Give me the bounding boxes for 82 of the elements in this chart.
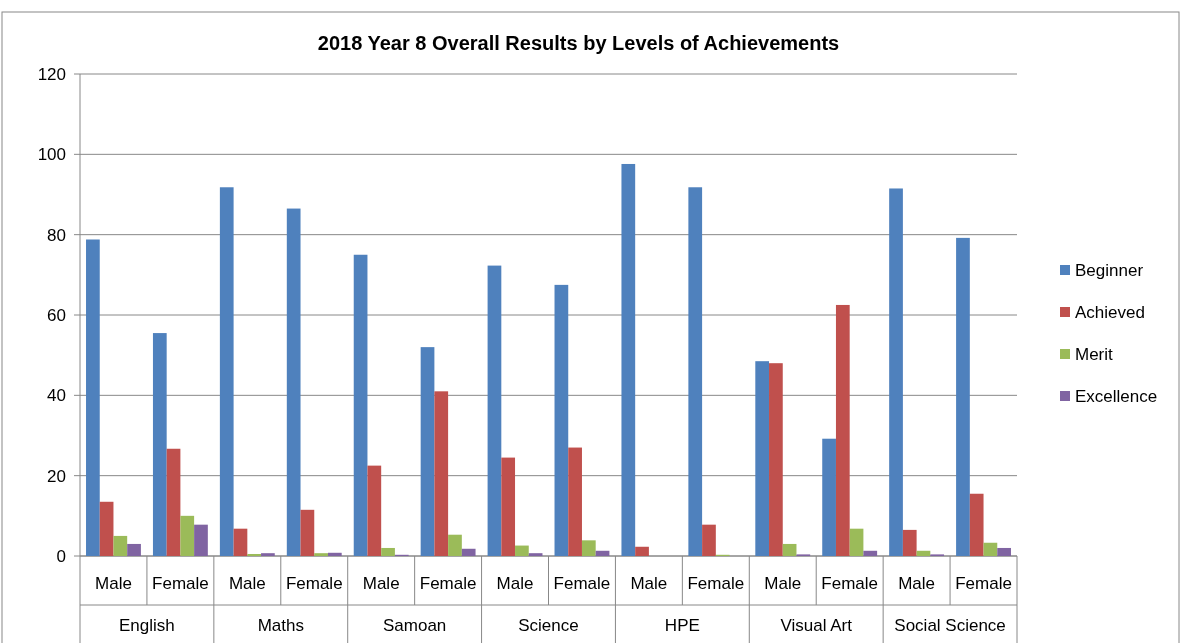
y-tick-label: 100 [37, 145, 66, 165]
bar [314, 553, 328, 556]
text: Maths [257, 615, 304, 635]
text: Samoan [382, 615, 447, 635]
text: Science [518, 615, 579, 635]
legend-label: Achieved [1075, 302, 1145, 322]
bar [983, 542, 998, 556]
chart-title: 2018 Year 8 Overall Results by Levels of Achievements [317, 32, 840, 54]
x-tick-label: Male [898, 573, 936, 593]
x-tick-label: Male [630, 573, 668, 593]
x-tick-label: Female [553, 573, 611, 593]
bar [367, 465, 382, 556]
bar [581, 540, 596, 556]
bar [635, 546, 649, 556]
bar [769, 363, 783, 556]
bar [849, 528, 864, 556]
x-tick-label: Male [95, 573, 132, 593]
bar [381, 547, 395, 556]
bar [127, 543, 141, 556]
bar [782, 543, 797, 556]
bar [528, 553, 543, 556]
bar [755, 361, 770, 556]
x-tick-label: Female [955, 573, 1012, 593]
text: Visual Art [780, 615, 853, 635]
bar [261, 553, 275, 556]
bar [86, 239, 100, 556]
bar [233, 528, 248, 556]
legend-label: Merit [1075, 344, 1114, 364]
bar [822, 438, 836, 556]
text: HPE [664, 615, 700, 635]
y-tick-label: 40 [47, 386, 66, 406]
bar [956, 237, 970, 556]
x-tick-label: Male [362, 573, 400, 593]
bar [99, 501, 114, 556]
x-tick-label: Female [152, 573, 209, 593]
y-tick-label: 80 [47, 225, 66, 245]
bar [353, 254, 368, 556]
bar [501, 457, 516, 556]
bar [969, 493, 984, 556]
text: English [119, 615, 175, 635]
bar [448, 534, 462, 556]
bar [113, 535, 128, 556]
bar [420, 347, 435, 556]
legend-label: Excellence [1075, 386, 1158, 406]
x-tick-label: Male [764, 573, 802, 593]
y-tick-label: 60 [47, 305, 66, 325]
y-tick-label: 0 [56, 546, 66, 566]
x-tick-label: Female [419, 573, 477, 593]
bar [461, 548, 476, 556]
y-tick-label: 20 [47, 466, 66, 486]
bar [327, 552, 342, 556]
bar [166, 448, 181, 556]
bar [152, 333, 167, 556]
bar [916, 550, 931, 556]
bar [702, 524, 716, 556]
bar [688, 187, 703, 556]
bar [180, 515, 195, 556]
x-tick-label: Female [821, 573, 879, 593]
x-tick-label: Female [687, 573, 745, 593]
bar [554, 284, 569, 556]
bar [997, 547, 1011, 556]
bar [434, 391, 449, 556]
bar [487, 265, 502, 556]
bar [902, 529, 917, 556]
bar [219, 187, 234, 556]
bar [568, 447, 582, 556]
bar [863, 550, 878, 556]
bar [621, 163, 636, 556]
bar [300, 509, 315, 556]
x-tick-label: Male [228, 573, 266, 593]
bar [286, 208, 301, 556]
bar [515, 545, 529, 556]
bar [889, 188, 903, 556]
x-tick-label: Male [496, 573, 534, 593]
bar [194, 524, 208, 556]
x-tick-label: Female [285, 573, 343, 593]
y-tick-label: 120 [37, 64, 66, 84]
bar [835, 304, 850, 556]
bar [247, 553, 262, 556]
bar [595, 550, 610, 556]
text: Social Science [894, 615, 1006, 635]
legend-label: Beginner [1075, 260, 1144, 280]
